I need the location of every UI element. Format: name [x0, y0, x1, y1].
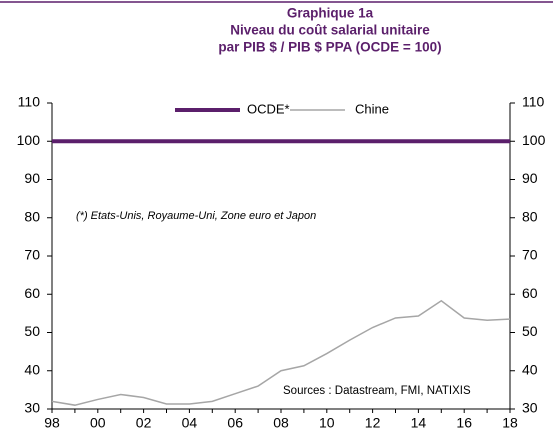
y2-tick-label: 50 [522, 323, 538, 339]
y2-tick-label: 80 [522, 208, 538, 224]
y2-tick-label: 110 [522, 94, 545, 110]
y2-tick-label: 60 [522, 285, 538, 301]
y2-tick-label: 30 [522, 400, 538, 416]
y-tick-label: 90 [24, 170, 40, 186]
x-tick-label: 04 [182, 415, 198, 431]
x-tick-label: 16 [456, 415, 472, 431]
y2-tick-label: 90 [522, 170, 538, 186]
x-tick-label: 08 [273, 415, 289, 431]
y-tick-label: 100 [17, 132, 41, 148]
legend-label: OCDE* [247, 101, 290, 116]
x-tick-label: 14 [411, 415, 427, 431]
y-tick-label: 80 [24, 208, 40, 224]
y2-tick-label: 40 [522, 361, 538, 377]
y-tick-label: 60 [24, 285, 40, 301]
x-tick-label: 00 [90, 415, 106, 431]
y-tick-label: 40 [24, 361, 40, 377]
y-tick-label: 50 [24, 323, 40, 339]
y-tick-label: 70 [24, 247, 40, 263]
x-tick-label: 12 [365, 415, 381, 431]
x-tick-label: 18 [502, 415, 518, 431]
x-tick-label: 06 [227, 415, 243, 431]
chart-title: Niveau du coût salarial unitaire [230, 23, 430, 38]
x-tick-label: 10 [319, 415, 335, 431]
y-tick-label: 30 [24, 400, 40, 416]
legend-label: Chine [355, 101, 389, 116]
y2-tick-label: 70 [522, 247, 538, 263]
chart-title: par PIB $ / PIB $ PPA (OCDE = 100) [218, 40, 441, 55]
annotation: (*) Etats-Unis, Royaume-Uni, Zone euro e… [76, 210, 316, 222]
line-series [51, 299, 511, 406]
chart-title: Graphique 1a [287, 6, 374, 21]
x-tick-label: 98 [44, 415, 60, 431]
x-tick-label: 02 [136, 415, 152, 431]
y-tick-label: 110 [18, 94, 41, 110]
annotation: Sources : Datastream, FMI, NATIXIS [283, 385, 471, 397]
y2-tick-label: 100 [522, 132, 546, 148]
